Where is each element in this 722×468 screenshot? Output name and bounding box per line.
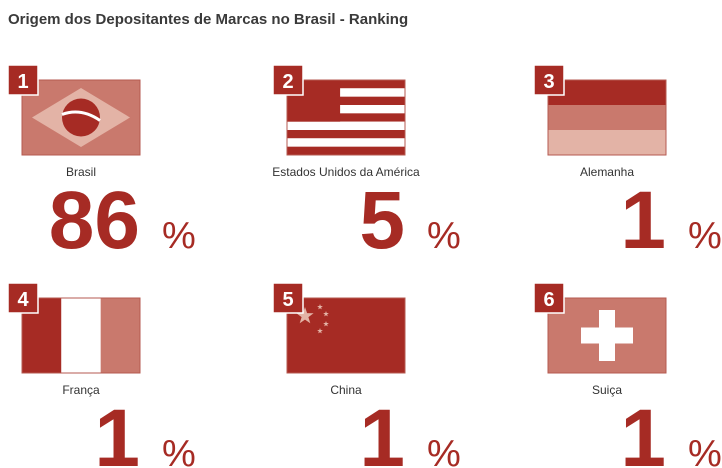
flag-stripe <box>287 80 405 89</box>
flag <box>21 79 141 156</box>
flag-stripe <box>548 80 666 105</box>
flag-stripe <box>287 130 405 139</box>
flag-circle <box>62 98 100 137</box>
flag-cross <box>581 327 633 344</box>
rank-badge <box>272 282 304 314</box>
flag <box>547 297 667 374</box>
flag-bg <box>287 298 405 373</box>
rank-number: 5 <box>282 289 293 311</box>
rank-badge <box>533 282 565 314</box>
flag-stripe <box>287 113 405 122</box>
percent-value: 1 <box>359 393 405 468</box>
rank-number: 1 <box>17 71 28 93</box>
flag <box>286 297 406 374</box>
country-label: Brasil <box>66 165 96 179</box>
percent-sign: % <box>162 215 196 257</box>
percent-value: 5 <box>359 175 405 266</box>
flag-stripe <box>548 105 666 130</box>
percent-value: 1 <box>620 393 666 468</box>
rank-badge <box>7 282 39 314</box>
flag-star <box>317 304 323 310</box>
country-label: Alemanha <box>580 165 634 179</box>
country-label: China <box>330 383 362 397</box>
flag-stripe <box>287 121 405 130</box>
flag-stripe <box>287 88 405 97</box>
percent-sign: % <box>427 433 461 468</box>
rank-number: 6 <box>543 289 554 311</box>
flag-band <box>61 110 101 122</box>
flag-stripe <box>287 138 405 147</box>
country-label: Estados Unidos da América <box>272 165 420 179</box>
flag-border <box>21 297 141 374</box>
flag-stripe <box>287 105 405 114</box>
country-label: Suiça <box>592 383 622 397</box>
flag-border <box>21 79 141 156</box>
percent-sign: % <box>688 433 722 468</box>
flag-stripe <box>61 298 101 373</box>
title: Origem dos Depositantes de Marcas no Bra… <box>8 11 408 28</box>
flag-stripe <box>287 146 405 155</box>
flag <box>286 79 406 156</box>
flag-star <box>323 321 329 327</box>
flag <box>547 79 667 156</box>
rank-badge <box>7 64 39 96</box>
percent-value: 1 <box>620 175 666 266</box>
percent-sign: % <box>162 433 196 468</box>
rank-badge <box>272 64 304 96</box>
percent-value: 86 <box>49 175 140 266</box>
percent-sign: % <box>688 215 722 257</box>
flag-border <box>547 297 667 374</box>
flag-star <box>323 311 329 317</box>
flag-border <box>286 297 406 374</box>
flag-border <box>547 79 667 156</box>
flag-star <box>317 328 323 334</box>
rank-number: 2 <box>282 71 293 93</box>
percent-sign: % <box>427 215 461 257</box>
country-label: França <box>62 383 100 397</box>
flag <box>21 297 141 374</box>
rank-number: 3 <box>543 71 554 93</box>
flag-stripe <box>100 298 140 373</box>
flag-star <box>296 307 314 324</box>
percent-value: 1 <box>94 393 140 468</box>
flag-stripe <box>548 130 666 155</box>
flag-stripe <box>287 96 405 105</box>
rank-number: 4 <box>17 289 29 311</box>
rank-badge <box>533 64 565 96</box>
flag-border <box>286 79 406 156</box>
